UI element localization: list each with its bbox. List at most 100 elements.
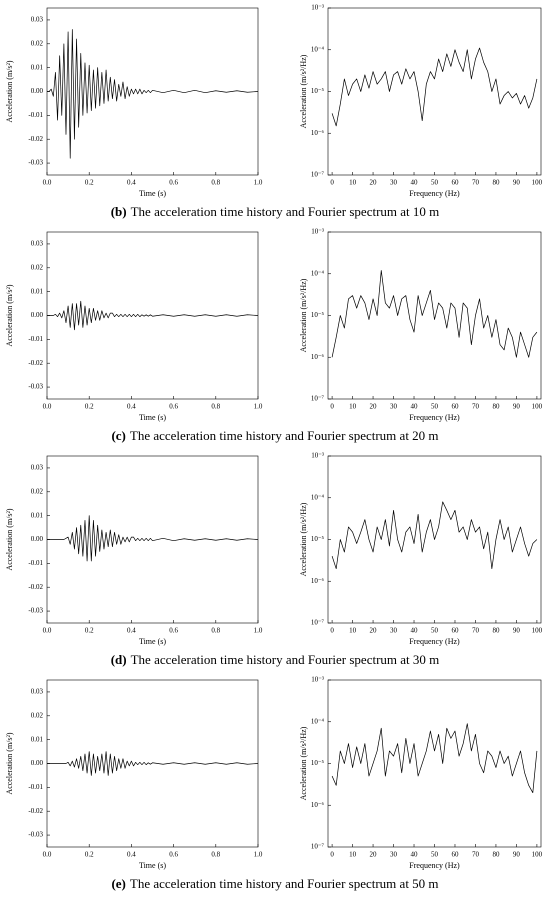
y-axis-label: Acceleration (m/s²/Hz) [299,278,308,352]
x-tick-label: 40 [411,403,419,411]
x-tick-label: 50 [431,851,439,859]
x-tick-label: 60 [451,851,459,859]
x-tick-label: 30 [390,851,398,859]
data-line [47,751,259,776]
x-tick-label: 1.0 [254,851,263,859]
y-tick-label: 10⁻⁷ [311,171,325,179]
y-tick-label: 0.00 [31,87,44,95]
x-tick-label: 70 [472,179,480,187]
x-tick-label: 50 [431,627,439,635]
x-tick-label: 0.2 [85,179,94,187]
x-tick-label: 0.0 [43,403,52,411]
y-tick-label: -0.03 [28,607,43,615]
y-tick-label: -0.02 [28,583,43,591]
x-tick-label: 20 [370,851,378,859]
y-tick-label: 0.00 [31,759,44,767]
y-tick-label: 10⁻⁶ [311,801,325,809]
x-tick-label: 30 [390,627,398,635]
x-tick-label: 0.8 [211,403,220,411]
data-line [47,29,259,159]
y-tick-label: 10⁻⁶ [311,577,325,585]
y-tick-label: 0.01 [31,287,44,295]
x-tick-label: 90 [513,403,521,411]
y-tick-label: 10⁻⁷ [311,619,325,627]
y-tick-label: -0.03 [28,383,43,391]
x-tick-label: 90 [513,851,521,859]
y-tick-label: 0.03 [31,16,44,24]
caption-label: (b) [111,204,127,219]
x-tick-label: 100 [532,627,543,635]
plot-frame [327,679,542,848]
y-tick-label: -0.01 [28,335,43,343]
x-tick-label: 100 [532,179,543,187]
x-tick-label: 50 [431,403,439,411]
x-tick-label: 50 [431,179,439,187]
y-tick-label: 10⁻⁷ [311,395,325,403]
y-axis-label: Acceleration (m/s²/Hz) [299,54,308,128]
x-tick-label: 10 [349,627,357,635]
y-tick-label: -0.01 [28,783,43,791]
caption-label: (c) [111,428,125,443]
y-tick-label: -0.01 [28,559,43,567]
plot-frame [46,455,259,624]
x-tick-label: 80 [492,851,500,859]
y-tick-label: 10⁻⁴ [311,717,325,725]
x-tick-label: 0.6 [169,403,178,411]
x-tick-label: 0.2 [85,627,94,635]
y-tick-label: 10⁻³ [311,452,324,460]
caption-label: (e) [111,876,125,891]
y-axis-label: Acceleration (m/s²) [5,60,14,122]
x-tick-label: 80 [492,627,500,635]
x-tick-label: 0.8 [211,627,220,635]
caption-text: The acceleration time history and Fourie… [130,876,439,891]
y-tick-label: 0.03 [31,688,44,696]
x-tick-label: 20 [370,179,378,187]
x-tick-label: 80 [492,403,500,411]
y-tick-label: 0.00 [31,311,44,319]
x-tick-label: 0.8 [211,851,220,859]
plot-frame [46,7,259,176]
y-tick-label: 0.02 [31,711,44,719]
y-axis-label: Acceleration (m/s²/Hz) [299,502,308,576]
x-tick-label: 100 [532,403,543,411]
x-tick-label: 30 [390,403,398,411]
x-axis-label: Time (s) [139,637,166,646]
y-tick-label: 0.03 [31,240,44,248]
caption: (b) The acceleration time history and Fou… [111,204,440,219]
data-line [331,723,538,794]
x-tick-label: 70 [472,851,480,859]
x-tick-label: 0.6 [169,851,178,859]
y-tick-label: 0.02 [31,487,44,495]
y-axis-label: Acceleration (m/s²) [5,732,14,794]
x-tick-label: 0.6 [169,179,178,187]
caption: (d) The acceleration time history and Fou… [111,652,440,667]
x-tick-label: 0.4 [127,403,136,411]
x-tick-label: 40 [411,179,419,187]
x-tick-label: 90 [513,179,521,187]
data-line [331,47,538,127]
x-axis-label: Time (s) [139,413,166,422]
data-line [331,501,538,570]
caption-text: The acceleration time history and Fourie… [130,428,439,443]
y-tick-label: -0.03 [28,831,43,839]
x-tick-label: 0.0 [43,851,52,859]
x-tick-label: 10 [349,179,357,187]
caption: (c) The acceleration time history and Fou… [111,428,438,443]
x-tick-label: 0.2 [85,851,94,859]
x-tick-label: 30 [390,179,398,187]
x-axis-label: Frequency (Hz) [409,637,460,646]
x-tick-label: 20 [370,403,378,411]
y-tick-label: 0.01 [31,63,44,71]
plot-frame [46,679,259,848]
plot-frame [46,231,259,400]
x-tick-label: 0.4 [127,179,136,187]
y-axis-label: Acceleration (m/s²/Hz) [299,726,308,800]
x-axis-label: Frequency (Hz) [409,413,460,422]
y-tick-label: 10⁻⁴ [311,269,325,277]
x-tick-label: 0.2 [85,403,94,411]
y-tick-label: 10⁻³ [311,4,324,12]
plot-frame [327,231,542,400]
y-tick-label: 0.01 [31,511,44,519]
